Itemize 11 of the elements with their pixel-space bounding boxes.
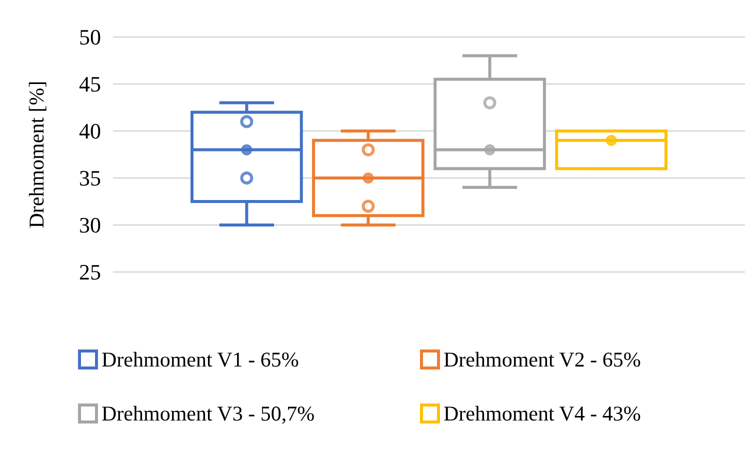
y-tick-label: 40 [79, 118, 101, 144]
y-tick-label: 50 [79, 24, 101, 50]
y-tick-label: 25 [79, 260, 101, 284]
y-axis-title: Drehmoment [%] [24, 80, 48, 228]
y-tick-label: 35 [79, 166, 101, 190]
legend-label: Drehmoment V4 - 43% [444, 402, 641, 426]
legend-label: Drehmoment V3 - 50,7% [102, 402, 315, 426]
legend-label: Drehmoment V1 - 65% [102, 348, 299, 372]
y-tick-label: 45 [79, 72, 101, 96]
legend-label: Drehmoment V2 - 65% [444, 348, 641, 372]
y-tick-label: 30 [79, 212, 101, 238]
